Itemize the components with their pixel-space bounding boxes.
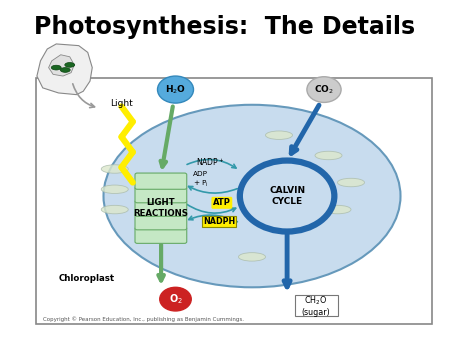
Ellipse shape <box>315 151 342 160</box>
FancyBboxPatch shape <box>135 214 187 230</box>
Text: Photosynthesis:  The Details: Photosynthesis: The Details <box>35 15 415 39</box>
FancyBboxPatch shape <box>135 173 187 189</box>
Polygon shape <box>49 55 74 76</box>
Circle shape <box>240 161 334 232</box>
Text: LIGHT
REACTIONS: LIGHT REACTIONS <box>133 198 189 218</box>
Text: CO$_2$: CO$_2$ <box>314 83 334 96</box>
Bar <box>295 295 338 316</box>
Ellipse shape <box>51 65 61 70</box>
Text: CH$_2$O
(sugar): CH$_2$O (sugar) <box>302 294 330 317</box>
Text: ATP: ATP <box>213 198 231 207</box>
Ellipse shape <box>324 206 351 214</box>
FancyBboxPatch shape <box>135 200 187 216</box>
Text: CALVIN
CYCLE: CALVIN CYCLE <box>269 186 305 206</box>
Text: Chloroplast: Chloroplast <box>58 274 115 283</box>
Ellipse shape <box>65 63 75 67</box>
FancyBboxPatch shape <box>135 187 187 203</box>
Ellipse shape <box>266 131 292 140</box>
Text: H$_2$O: H$_2$O <box>165 83 186 96</box>
Ellipse shape <box>104 105 400 287</box>
Text: O$_2$: O$_2$ <box>169 292 182 306</box>
Circle shape <box>160 287 191 311</box>
Polygon shape <box>37 44 92 95</box>
Text: NADP$^+$: NADP$^+$ <box>196 156 224 168</box>
Ellipse shape <box>101 206 128 214</box>
Ellipse shape <box>238 253 266 261</box>
Ellipse shape <box>101 165 128 173</box>
Text: Copyright © Pearson Education, Inc., publishing as Benjamin Cummings.: Copyright © Pearson Education, Inc., pub… <box>43 317 244 322</box>
Text: ADP
+ $\mathregular{P_i}$: ADP + $\mathregular{P_i}$ <box>193 171 208 189</box>
FancyBboxPatch shape <box>135 227 187 243</box>
Ellipse shape <box>101 185 128 193</box>
Bar <box>36 78 432 324</box>
Ellipse shape <box>60 68 70 72</box>
Text: NADPH: NADPH <box>203 217 235 226</box>
Ellipse shape <box>338 178 364 187</box>
Circle shape <box>158 76 194 103</box>
Circle shape <box>307 77 341 102</box>
Text: Light: Light <box>110 99 133 107</box>
